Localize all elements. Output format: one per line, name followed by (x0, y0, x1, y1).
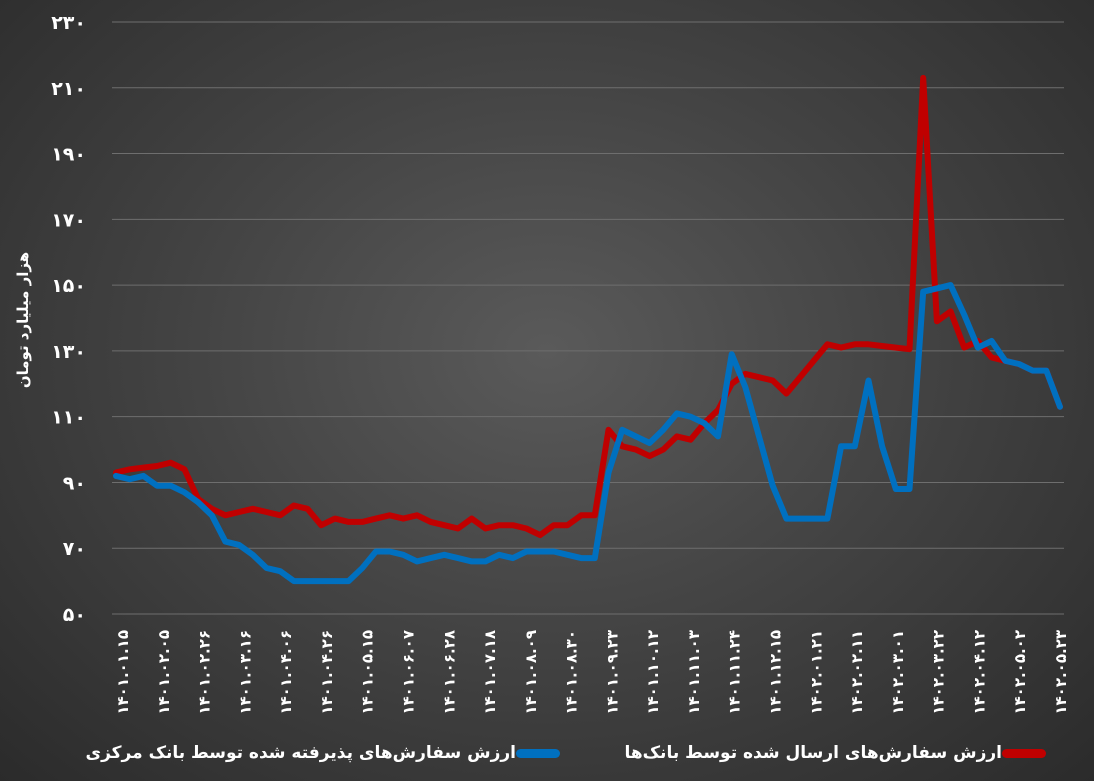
y-tick-label: ۷۰ (63, 538, 86, 560)
x-tick-label: ۱۴۰۱.۰۳.۱۶ (236, 630, 254, 715)
x-axis: ۱۴۰۱.۰۱.۱۵ ۱۴۰۱.۰۲.۰۵ ۱۴۰۱.۰۲.۲۶ ۱۴۰۱.۰۳.۱۶… (114, 630, 1070, 715)
series-line-red (113, 74, 1063, 539)
x-tick-label: ۱۴۰۱.۱۱.۰۳ (685, 630, 703, 715)
x-tick-label: ۱۴۰۱.۰۹.۲۳ (603, 630, 621, 715)
x-tick-label: ۱۴۰۱.۱۰.۱۲ (644, 630, 662, 715)
series-lines (113, 74, 1063, 585)
x-tick-label: ۱۴۰۲.۰۳.۲۲ (930, 630, 948, 715)
grid (112, 21, 1064, 615)
x-tick-label: ۱۴۰۱.۱۱.۲۴ (726, 630, 744, 715)
x-tick-label: ۱۴۰۱.۰۵.۱۵ (359, 630, 377, 715)
legend-label-red: ارزش سفارش‌های ارسال شده توسط بانک‌ها (624, 743, 1002, 763)
x-tick-label: ۱۴۰۱.۰۲.۲۶ (196, 630, 214, 715)
y-tick-label: ۵۰ (63, 604, 86, 626)
y-tick-label: ۱۹۰ (51, 144, 86, 166)
x-tick-label: ۱۴۰۱.۰۷.۱۸ (481, 630, 499, 715)
legend-swatch-blue (516, 748, 560, 758)
x-tick-label: ۱۴۰۱.۰۸.۰۹ (522, 630, 540, 715)
x-tick-label: ۱۴۰۱.۰۸.۳۰ (563, 630, 581, 715)
y-tick-label: ۱۳۰ (51, 341, 86, 363)
x-tick-label: ۱۴۰۲.۰۲.۱۱ (848, 630, 866, 715)
legend-swatch-red (1002, 748, 1046, 758)
y-tick-label: ۲۳۰ (51, 12, 86, 34)
x-tick-label: ۱۴۰۲.۰۵.۰۲ (1011, 630, 1029, 715)
x-tick-label: ۱۴۰۱.۰۴.۲۶ (318, 630, 336, 715)
y-tick-label: ۱۵۰ (51, 275, 86, 297)
x-tick-label: ۱۴۰۱.۰۴.۰۶ (277, 630, 295, 715)
y-axis: ۵۰ ۷۰ ۹۰ ۱۱۰ ۱۳۰ ۱۵۰ ۱۷۰ ۱۹۰ ۲۱۰ ۲۳۰ (51, 12, 86, 626)
x-tick-label: ۱۴۰۱.۰۱.۱۵ (114, 630, 132, 715)
legend-label-blue: ارزش سفارش‌های پذیرفته شده توسط بانک مرک… (85, 743, 516, 763)
x-tick-label: ۱۴۰۲.۰۴.۱۲ (970, 630, 988, 715)
y-tick-label: ۲۱۰ (51, 78, 86, 100)
legend-item-red: ارزش سفارش‌های ارسال شده توسط بانک‌ها (596, 736, 1056, 770)
y-tick-label: ۱۷۰ (51, 209, 86, 231)
x-tick-label: ۱۴۰۱.۰۲.۰۵ (155, 630, 173, 715)
x-tick-label: ۱۴۰۲.۰۳.۰۱ (889, 630, 907, 715)
x-tick-label: ۱۴۰۱.۱۲.۱۵ (767, 630, 785, 715)
y-tick-label: ۹۰ (63, 472, 86, 494)
x-tick-label: ۱۴۰۱.۰۶.۲۸ (440, 630, 458, 715)
x-tick-label: ۱۴۰۱.۰۶.۰۷ (399, 630, 417, 715)
y-axis-label: هزار میلیارد تومان (14, 252, 32, 388)
series-line-blue (113, 282, 1063, 585)
legend-item-blue: ارزش سفارش‌های پذیرفته شده توسط بانک مرک… (70, 736, 570, 770)
x-tick-label: ۱۴۰۲.۰۵.۲۳ (1052, 630, 1070, 715)
x-tick-label: ۱۴۰۲.۰۱.۲۱ (807, 630, 825, 715)
y-tick-label: ۱۱۰ (51, 407, 86, 429)
